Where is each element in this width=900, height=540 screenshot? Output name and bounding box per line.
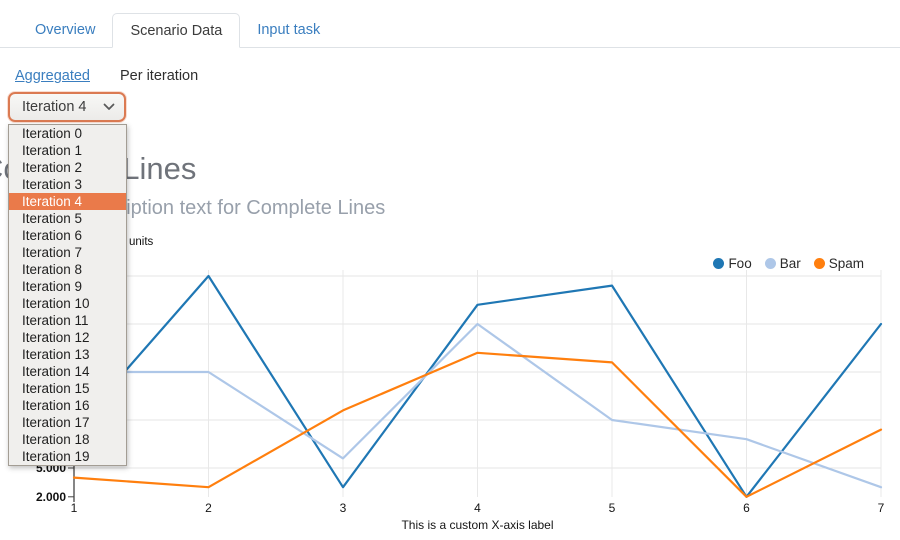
dropdown-option[interactable]: Iteration 11 <box>22 313 89 328</box>
dropdown-option[interactable]: Iteration 10 <box>22 296 90 311</box>
tab-bar: Overview Scenario Data Input task <box>0 13 900 48</box>
iteration-select-value: Iteration 4 <box>22 99 87 115</box>
legend-item-bar[interactable]: Bar <box>764 256 801 271</box>
series-line-bar <box>72 322 883 489</box>
dropdown-option[interactable]: Iteration 12 <box>22 330 90 345</box>
dropdown-option[interactable]: Iteration 9 <box>22 279 83 294</box>
x-tick-label: 5 <box>609 501 616 515</box>
chevron-down-icon <box>103 103 115 110</box>
tab-scenario-data[interactable]: Scenario Data <box>112 13 241 48</box>
dropdown-option[interactable]: Iteration 13 <box>22 347 90 362</box>
legend-marker-icon <box>764 258 776 269</box>
dropdown-option[interactable]: Iteration 2 <box>22 160 83 175</box>
dropdown-option[interactable]: Iteration 5 <box>22 211 83 226</box>
x-tick-label: 7 <box>878 501 885 515</box>
x-tick-label: 4 <box>474 501 481 515</box>
dropdown-option[interactable]: Iteration 18 <box>22 432 90 447</box>
x-axis-title: This is a custom X-axis label <box>401 518 554 532</box>
tab-overview[interactable]: Overview <box>35 22 96 38</box>
dropdown-option[interactable]: Iteration 0 <box>22 126 83 141</box>
subnav-per-iteration-link[interactable]: Per iteration <box>119 68 199 84</box>
dropdown-option[interactable]: Iteration 1 <box>22 143 83 158</box>
legend-item-foo[interactable]: Foo <box>713 256 752 271</box>
dropdown-option[interactable]: Iteration 19 <box>22 449 90 464</box>
legend-label: Foo <box>728 256 752 271</box>
dropdown-option[interactable]: Iteration 7 <box>22 245 83 260</box>
dropdown-option[interactable]: Iteration 6 <box>22 228 83 243</box>
iteration-select-button[interactable]: Iteration 4 <box>8 92 126 122</box>
y-axis-units-label: units <box>129 236 154 248</box>
dropdown-option[interactable]: Iteration 14 <box>22 364 90 379</box>
iteration-dropdown-menu: Iteration 0 Iteration 1 Iteration 2 Iterati… <box>8 124 127 466</box>
x-tick-label: 2 <box>205 501 212 515</box>
dropdown-option[interactable]: Iteration 16 <box>22 398 90 413</box>
x-tick-label: 1 <box>71 501 78 515</box>
chart-subtitle: Description text for Complete Lines <box>74 197 386 219</box>
tab-input-task[interactable]: Input task <box>257 22 321 38</box>
legend-label: Bar <box>779 256 801 271</box>
chart-legend: Foo Bar Spam <box>713 256 864 271</box>
dropdown-option[interactable]: Iteration 15 <box>22 381 90 396</box>
subnav-aggregated-link[interactable]: Aggregated <box>15 68 90 84</box>
legend-marker-icon <box>713 258 725 269</box>
legend-marker-icon <box>813 258 825 269</box>
legend-label: Spam <box>828 256 864 271</box>
scenario-subnav: Aggregated Per iteration <box>15 68 198 84</box>
dropdown-option[interactable]: Iteration 17 <box>22 415 90 430</box>
legend-item-spam[interactable]: Spam <box>813 256 864 271</box>
dropdown-option[interactable]: Iteration 3 <box>22 177 83 192</box>
y-tick-label: 2.000 <box>36 490 66 504</box>
x-tick-label: 6 <box>743 501 750 515</box>
dropdown-option[interactable]: Iteration 8 <box>22 262 83 277</box>
x-tick-label: 3 <box>340 501 347 515</box>
dropdown-option[interactable]: Iteration 4 <box>9 193 126 210</box>
series-line-spam <box>72 351 883 498</box>
